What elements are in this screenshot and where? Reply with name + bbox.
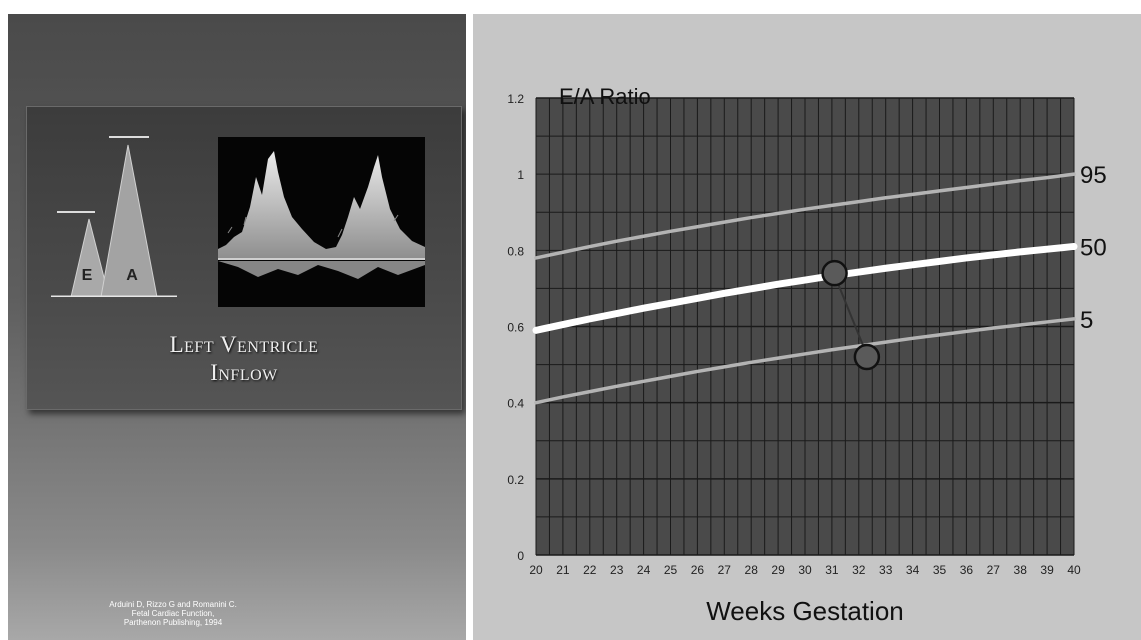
doppler-spectrum-image [218,137,425,307]
e-label: E [82,267,93,284]
card-title-line2: Inflow [210,360,278,385]
series-label-5: 5 [1080,307,1093,334]
x-tick-label: 22 [583,563,597,577]
doppler-waveform [218,151,425,279]
x-tick-label: 39 [1040,563,1054,577]
x-tick-label: 31 [825,563,839,577]
citation-line1: Arduini D, Rizzo G and Romanini C. [109,600,237,609]
x-tick-label: 27 [718,563,732,577]
ea-ratio-chart: E/A Ratio 0 0.2 0.4 0.6 0.8 1 1.2 20 21 22 23 24 25 26… [507,84,1107,626]
x-tick-label: 34 [906,563,920,577]
left-ventricle-card: E A Left Ventricle Inflow [26,106,462,410]
x-tick-label: 21 [556,563,570,577]
x-tick-label: 35 [933,563,947,577]
chart-panel: E/A Ratio 0 0.2 0.4 0.6 0.8 1 1.2 20 21 22 23 24 25 26… [473,14,1141,640]
x-tick-label: 33 [879,563,893,577]
citation: Arduini D, Rizzo G and Romanini C. Fetal… [78,600,268,627]
card-title: Left Ventricle Inflow [27,331,461,387]
left-panel: E A Left Ventricle Inflow [8,14,466,640]
series-line-5 [534,317,1076,405]
highlight-point [821,259,848,287]
x-tick-label: 28 [745,563,759,577]
series-label-50: 50 [1080,235,1107,262]
a-wave-triangle [100,144,158,297]
series-label-95: 95 [1080,162,1107,189]
x-tick-label: 40 [1067,563,1081,577]
x-tick-label: 23 [610,563,624,577]
citation-line2: Fetal Cardiac Function, [131,609,215,618]
x-axis-label: Weeks Gestation [706,596,904,626]
y-tick-label: 0.6 [507,321,524,335]
x-tick-label: 25 [664,563,678,577]
x-tick-label: 38 [1014,563,1028,577]
x-tick-label: 29 [771,563,785,577]
y-tick-label: 0.2 [507,473,524,487]
y-tick-label: 0 [517,549,524,563]
x-tick-label: 20 [529,563,543,577]
y-tick-label: 0.8 [507,244,524,258]
x-tick-label: 24 [637,563,651,577]
x-tick-label: 30 [798,563,812,577]
x-tick-label: 36 [960,563,974,577]
a-label: A [126,267,138,284]
card-title-line1: Left Ventricle [169,332,319,357]
highlight-connector [837,284,864,346]
series-line-95 [534,172,1076,260]
highlight-point [853,343,881,371]
series-line-50 [532,243,1078,334]
y-tick-label: 0.4 [507,397,524,411]
y-tick-label: 1.2 [507,92,524,106]
e-wave-triangle [70,218,110,297]
ea-wave-diagram: E A [51,136,177,297]
x-tick-label: 32 [852,563,866,577]
chart-title: E/A Ratio [559,84,651,109]
citation-line3: Parthenon Publishing, 1994 [123,618,223,627]
x-tick-label: 27 [987,563,1001,577]
x-tick-label: 26 [691,563,705,577]
y-tick-label: 1 [517,168,524,182]
